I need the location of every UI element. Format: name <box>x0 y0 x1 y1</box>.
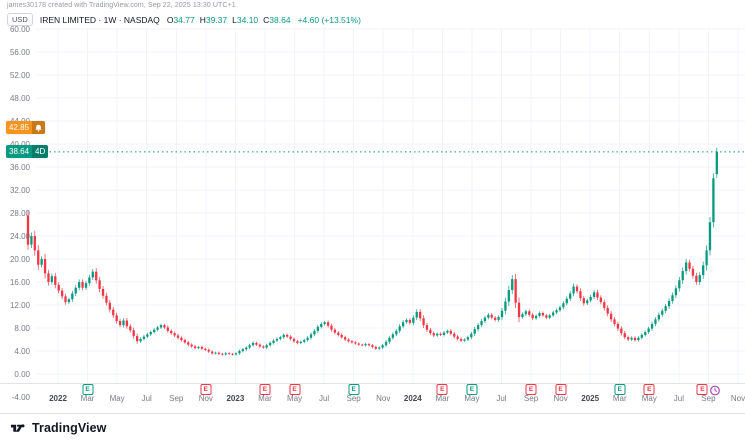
time-axis-month-label: Mar <box>435 394 450 403</box>
time-axis-month-label: Jul <box>318 394 330 403</box>
earnings-badge-icon[interactable]: E <box>348 384 360 395</box>
currency-toggle-button[interactable]: USD <box>7 13 33 26</box>
footer-bar: TradingView <box>0 413 745 441</box>
earnings-badge-icon[interactable]: E <box>525 384 537 395</box>
earnings-badge-icon[interactable]: E <box>614 384 626 395</box>
time-axis-month-label: Sep <box>701 394 716 403</box>
bar-close-countdown: 4D <box>32 145 49 159</box>
time-axis-month-label: Sep <box>169 394 184 403</box>
change-value: +4.60 (+13.51%) <box>297 14 361 25</box>
time-axis-month-label: Sep <box>523 394 539 403</box>
open-value: 34.77 <box>173 14 195 25</box>
price-axis-label: 36.00 <box>9 162 30 172</box>
close-value: 38.64 <box>269 14 291 25</box>
price-axis-label: 48.00 <box>9 93 30 103</box>
price-axis-label: -4.00 <box>11 392 30 402</box>
high-label: H <box>199 14 206 25</box>
high-value: 39.37 <box>205 14 228 25</box>
open-label: O <box>166 14 174 25</box>
low-label: L <box>232 14 237 25</box>
ohlc-values: O34.77 H39.37 L34.10 C38.64 <box>167 15 291 25</box>
time-axis-month-label: Sep <box>346 394 361 403</box>
alert-price-value: 42.85 <box>9 123 30 133</box>
price-axis-label: 24.00 <box>9 231 30 241</box>
time-axis-separator <box>0 383 745 384</box>
time-axis-month-label: May <box>286 394 303 403</box>
earnings-badge-icon[interactable]: E <box>82 384 94 395</box>
tradingview-logo[interactable]: TradingView <box>10 421 107 435</box>
time-axis-month-label: May <box>464 394 480 403</box>
time-axis-month-label: May <box>641 394 657 403</box>
price-axis-label: 28.00 <box>9 208 30 218</box>
time-axis-year-label: 2022 <box>49 394 67 403</box>
upcoming-earnings-clock-icon[interactable] <box>710 383 721 401</box>
earnings-badge-icon[interactable]: E <box>436 384 448 395</box>
close-label: C <box>263 14 270 25</box>
earnings-badge-icon[interactable]: E <box>555 384 567 395</box>
earnings-badge-icon[interactable]: E <box>289 384 301 395</box>
time-axis-month-label: Nov <box>730 394 745 403</box>
price-axis-label: 56.00 <box>9 47 30 57</box>
time-axis-month-label: Jul <box>496 394 507 403</box>
time-axis-year-label: 2024 <box>403 394 422 403</box>
time-axis-month-label: May <box>109 394 125 403</box>
price-axis-label: 0.00 <box>14 369 30 379</box>
time-axis-month-label: Nov <box>376 394 391 403</box>
earnings-badge-icon[interactable]: E <box>466 384 478 395</box>
price-axis-label: 8.00 <box>14 323 30 333</box>
price-axis-label: 60.00 <box>9 24 30 34</box>
attribution-text: james30178 created with TradingView.com,… <box>7 2 236 9</box>
last-price-value: 38.64 <box>9 147 30 157</box>
time-axis-month-label: Mar <box>612 394 627 403</box>
price-axis-label: 44.00 <box>4 117 30 126</box>
alert-bell-icon <box>32 121 46 135</box>
last-price-tag: 38.64 4D <box>6 145 49 159</box>
time-axis-month-label: Jul <box>673 394 684 403</box>
price-axis-label: 20.00 <box>9 254 30 264</box>
earnings-badge-icon[interactable]: E <box>696 384 708 395</box>
time-axis-month-label: Mar <box>258 394 272 403</box>
earnings-badge-icon[interactable]: E <box>259 384 271 395</box>
time-axis-year-label: 2025 <box>581 394 600 403</box>
symbol-title[interactable]: IREN LIMITED · 1W · NASDAQ <box>39 14 160 25</box>
alert-price-tag[interactable]: 42.85 <box>6 121 46 135</box>
time-axis-month-label: Mar <box>80 394 95 403</box>
earnings-badge-icon[interactable]: E <box>643 384 655 395</box>
time-axis-month-label: Nov <box>553 394 568 403</box>
time-axis-month-label: Nov <box>198 394 213 403</box>
tradingview-logo-icon <box>10 423 25 432</box>
price-axis-label: 4.00 <box>14 346 30 356</box>
legend: USD IREN LIMITED · 1W · NASDAQ O34.77 H3… <box>7 13 361 26</box>
price-axis-label: 52.00 <box>9 70 30 80</box>
time-axis-year-label: 2023 <box>226 394 245 403</box>
price-axis-label: 40.00 <box>9 139 30 149</box>
brand-name: TradingView <box>32 420 107 435</box>
earnings-badge-icon[interactable]: E <box>200 384 212 395</box>
low-value: 34.10 <box>236 14 259 25</box>
price-axis-label: 12.00 <box>9 300 30 310</box>
price-axis-label: 32.00 <box>9 185 30 195</box>
time-axis-month-label: Jul <box>141 394 152 403</box>
price-axis-label: 16.00 <box>9 277 30 287</box>
